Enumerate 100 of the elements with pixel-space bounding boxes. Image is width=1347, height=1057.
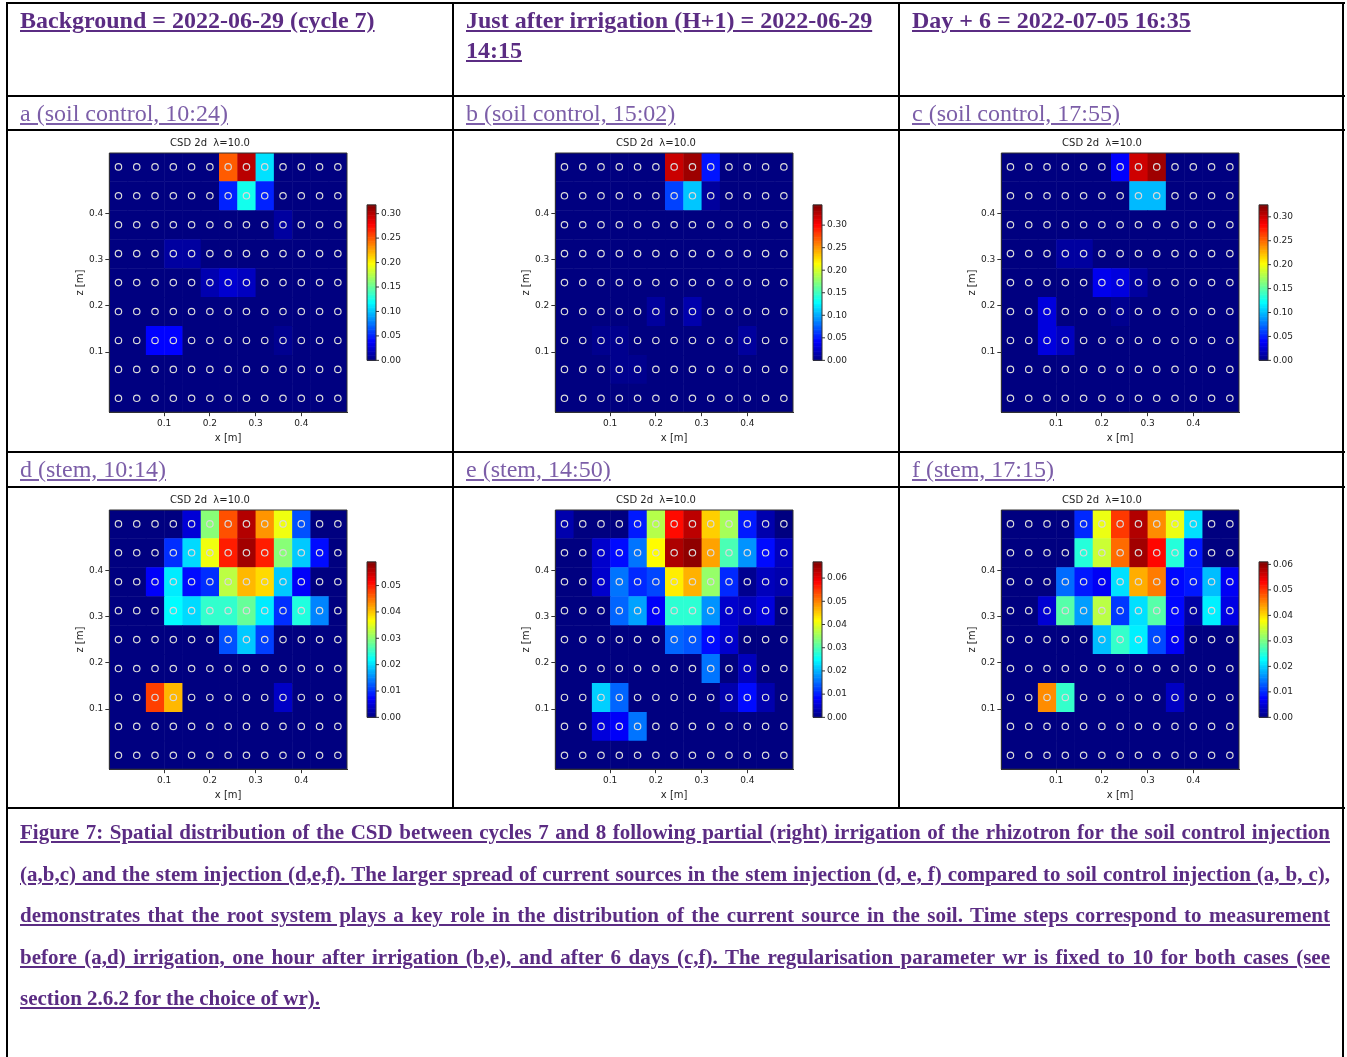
y-tick-label: 0.2: [980, 657, 996, 668]
text: Background = 2022-06-29 (cycle 7): [20, 6, 376, 35]
y-tick-label: 0.2: [980, 300, 996, 311]
color-bar-label: 0.00: [827, 354, 848, 365]
x-tick-label: 0.2: [648, 774, 664, 785]
x-axis-title: x [m]: [214, 431, 242, 443]
color-bar-label: 0.06: [827, 572, 848, 583]
y-tick-label: 0.3: [534, 253, 550, 264]
color-bar-label: 0.06: [1273, 558, 1294, 569]
x-tick-label: 0.2: [202, 417, 218, 428]
y-tick-label: 0.4: [88, 207, 104, 218]
chart-title: CSD 2d λ=10.0: [616, 493, 696, 505]
x-tick-label: 0.4: [294, 417, 309, 428]
color-bar-label: 0.30: [381, 207, 402, 218]
text: Just after irrigation (H+1) = 2022-06-29 14:15: [466, 6, 874, 65]
y-tick-label: 0.2: [534, 657, 550, 668]
x-tick-label: 0.2: [1094, 774, 1110, 785]
color-bar-label: 0.02: [1273, 660, 1294, 671]
chart-subtitle: e (stem, 14:50): [466, 455, 611, 484]
x-tick-label: 0.4: [1186, 417, 1201, 428]
color-bar-label: 0.25: [827, 242, 848, 253]
chart-subtitle: c (soil control, 17:55): [912, 99, 1120, 128]
color-bar-label: 0.01: [381, 685, 402, 696]
y-tick-label: 0.1: [980, 703, 996, 714]
x-tick-label: 0.1: [603, 417, 618, 428]
color-bar-label: 0.10: [1273, 306, 1294, 317]
y-axis-title: z [m]: [519, 626, 531, 653]
color-bar-label: 0.01: [827, 688, 848, 699]
y-tick-label: 0.2: [88, 300, 104, 311]
x-tick-label: 0.4: [740, 417, 755, 428]
color-bar-label: 0.15: [827, 287, 848, 298]
chart-title: CSD 2d λ=10.0: [170, 493, 250, 505]
color-bar-label: 0.15: [381, 281, 402, 292]
y-tick-label: 0.2: [88, 657, 104, 668]
chart-subtitle: f (stem, 17:15): [912, 455, 1054, 484]
x-tick-label: 0.4: [740, 774, 755, 785]
color-bar-label: 0.00: [381, 711, 402, 722]
x-axis-title: x [m]: [1106, 788, 1134, 800]
y-axis-title: z [m]: [73, 626, 85, 653]
y-tick-label: 0.3: [980, 253, 996, 264]
color-bar-label: 0.02: [827, 665, 848, 676]
y-axis-title: z [m]: [73, 269, 85, 296]
chart-title: CSD 2d λ=10.0: [170, 136, 250, 148]
chart-subtitle: a (soil control, 10:24): [20, 99, 228, 128]
color-bar-label: 0.20: [827, 264, 848, 275]
y-tick-label: 0.1: [980, 346, 996, 357]
x-axis-title: x [m]: [660, 788, 688, 800]
y-tick-label: 0.1: [88, 346, 104, 357]
chart-title: CSD 2d λ=10.0: [1062, 136, 1142, 148]
color-bar-label: 0.15: [1273, 282, 1294, 293]
color-bar-label: 0.25: [1273, 235, 1294, 246]
color-bar-label: 0.05: [381, 330, 402, 341]
color-bar-label: 0.30: [1273, 211, 1294, 222]
color-bar-label: 0.10: [381, 305, 402, 316]
y-tick-label: 0.1: [534, 703, 550, 714]
color-bar-label: 0.04: [1273, 609, 1294, 620]
y-axis-title: z [m]: [965, 626, 977, 653]
color-bar-label: 0.05: [381, 579, 402, 590]
color-bar-label: 0.25: [381, 232, 402, 243]
chart-subtitle: b (soil control, 15:02): [466, 99, 676, 128]
y-tick-label: 0.4: [980, 207, 996, 218]
y-tick-label: 0.1: [534, 346, 550, 357]
y-tick-label: 0.3: [88, 253, 104, 264]
x-axis-title: x [m]: [1106, 431, 1134, 443]
color-bar-label: 0.03: [827, 642, 848, 653]
x-tick-label: 0.1: [157, 417, 172, 428]
color-bar-label: 0.05: [827, 595, 848, 606]
x-tick-label: 0.4: [1186, 774, 1201, 785]
color-bar-label: 0.00: [1273, 354, 1294, 365]
x-tick-label: 0.2: [648, 417, 664, 428]
y-tick-label: 0.4: [980, 564, 996, 575]
color-bar-label: 0.03: [1273, 635, 1294, 646]
y-axis-title: z [m]: [519, 269, 531, 296]
color-bar-label: 0.05: [1273, 584, 1294, 595]
x-tick-label: 0.4: [294, 774, 309, 785]
x-tick-label: 0.3: [694, 774, 709, 785]
x-tick-label: 0.2: [1094, 417, 1110, 428]
chart-title: CSD 2d λ=10.0: [1062, 493, 1142, 505]
color-bar-label: 0.04: [381, 606, 402, 617]
x-tick-label: 0.1: [603, 774, 618, 785]
chart-subtitle: d (stem, 10:14): [20, 455, 166, 484]
chart-title: CSD 2d λ=10.0: [616, 136, 696, 148]
color-bar-label: 0.03: [381, 632, 402, 643]
y-axis-title: z [m]: [965, 269, 977, 296]
color-bar-label: 0.00: [827, 711, 848, 722]
caption: Figure 7: Spatial distribution of the CSD between cycles 7 and 8 following partial (right) irrigation of the rhizotron for the soil control injection (a,b,c) and the stem injection (d,e,f). The larger spread of current sources in the stem injection (d, e, f) compared to soil control injection (a, b, c), demonstrates that the root system plays a key role in the distribution of the current source in the soil. Time steps correspond to measurement before (a,d) irrigation, one hour after irrigation (b,e), and after 6 days (c,f). The regularisation parameter wr is fixed to 10 for both cases (see section 2.6.2 for the choice of wr).: [20, 819, 1330, 1013]
y-tick-label: 0.3: [980, 610, 996, 621]
color-bar-label: 0.01: [1273, 686, 1294, 697]
color-bar-label: 0.20: [381, 256, 402, 267]
color-bar-label: 0.10: [827, 309, 848, 320]
y-tick-label: 0.2: [534, 300, 550, 311]
color-bar-label: 0.04: [827, 618, 848, 629]
x-tick-label: 0.3: [248, 774, 263, 785]
x-tick-label: 0.3: [248, 417, 263, 428]
color-bar-label: 0.30: [827, 219, 848, 230]
y-tick-label: 0.3: [88, 610, 104, 621]
color-bar-label: 0.20: [1273, 259, 1294, 269]
color-bar-label: 0.02: [381, 658, 402, 669]
x-tick-label: 0.3: [694, 417, 709, 428]
y-tick-label: 0.4: [534, 564, 550, 575]
